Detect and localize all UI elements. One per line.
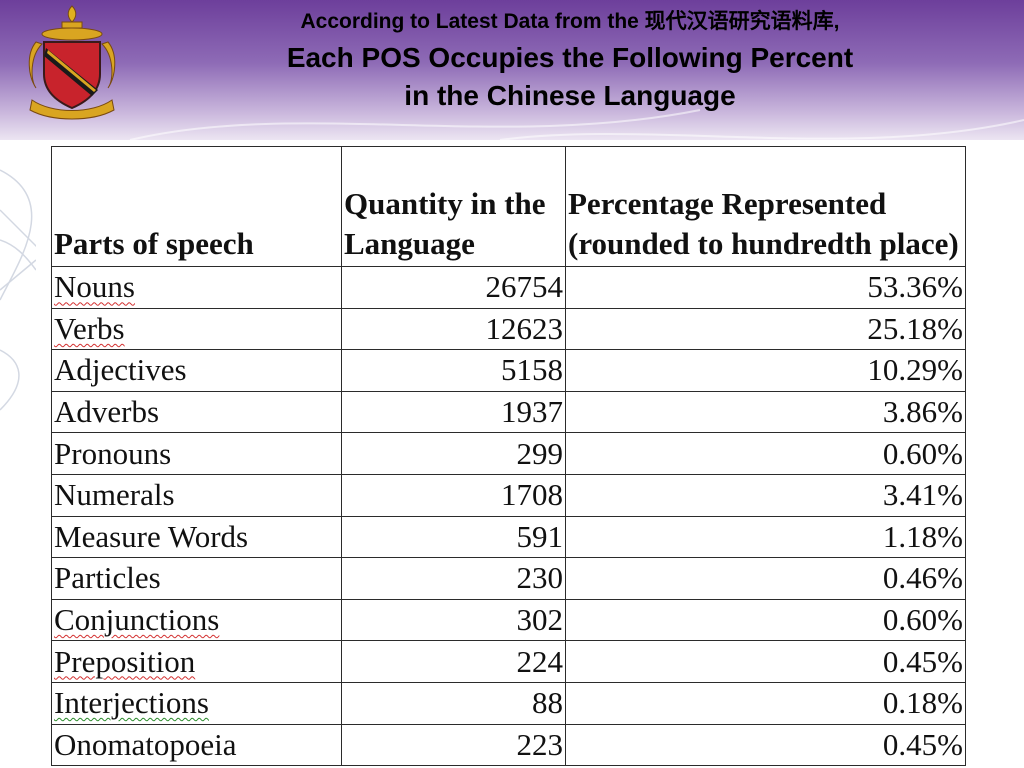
pos-name: Conjunctions xyxy=(54,602,220,638)
pos-name: Measure Words xyxy=(54,518,249,554)
crest-logo xyxy=(22,4,122,124)
quantity-cell: 299 xyxy=(341,432,566,475)
pos-name: Pronouns xyxy=(54,435,172,471)
pos-cell: Conjunctions xyxy=(51,598,342,642)
pos-name: Numerals xyxy=(54,477,175,513)
percent-cell: 0.46% xyxy=(565,557,966,600)
pos-name: Preposition xyxy=(54,643,196,679)
quantity-cell: 591 xyxy=(341,515,566,559)
table-row: Particles 230 0.46% xyxy=(51,557,966,600)
quantity-cell: 1937 xyxy=(341,390,566,434)
table-row: Preposition 224 0.45% xyxy=(51,640,966,683)
table-container: Parts of speech Quantity in the Language… xyxy=(36,146,993,768)
table-row: Conjunctions 302 0.60% xyxy=(51,598,966,642)
pos-cell: Pronouns xyxy=(51,432,342,475)
pos-cell: Verbs xyxy=(51,307,342,351)
pos-cell: Preposition xyxy=(51,640,342,683)
table-row: Onomatopoeia 223 0.45% xyxy=(51,723,966,767)
quantity-cell: 230 xyxy=(341,557,566,600)
table-row: Measure Words 591 1.18% xyxy=(51,515,966,559)
title-line-1: According to Latest Data from the 现代汉语研究… xyxy=(300,10,840,33)
quantity-cell: 26754 xyxy=(341,266,566,309)
percent-cell: 10.29% xyxy=(565,349,966,392)
pos-name: Particles xyxy=(54,560,161,596)
header-percentage: Percentage Represented (rounded to hundr… xyxy=(565,146,966,267)
title-line-2: Each POS Occupies the Following Percent xyxy=(286,42,854,73)
quantity-cell: 12623 xyxy=(341,307,566,351)
quantity-cell: 1708 xyxy=(341,473,566,517)
table-row: Nouns 26754 53.36% xyxy=(51,266,966,309)
pos-name: Adjectives xyxy=(54,352,187,388)
percent-cell: 3.86% xyxy=(565,390,966,434)
pos-name: Nouns xyxy=(54,269,135,305)
table-row: Pronouns 299 0.60% xyxy=(51,432,966,475)
pos-name: Onomatopoeia xyxy=(54,726,237,762)
percent-cell: 0.60% xyxy=(565,598,966,642)
table-row: Adjectives 5158 10.29% xyxy=(51,349,966,392)
pos-cell: Numerals xyxy=(51,473,342,517)
percent-cell: 25.18% xyxy=(565,307,966,351)
quantity-cell: 5158 xyxy=(341,349,566,392)
table-row: Numerals 1708 3.41% xyxy=(51,473,966,517)
pos-cell: Nouns xyxy=(51,266,342,309)
percent-cell: 3.41% xyxy=(565,473,966,517)
percent-cell: 1.18% xyxy=(565,515,966,559)
table-header-row: Parts of speech Quantity in the Language… xyxy=(51,146,966,267)
pos-cell: Onomatopoeia xyxy=(51,723,342,767)
percent-cell: 0.60% xyxy=(565,432,966,475)
percent-cell: 0.18% xyxy=(565,681,966,725)
pos-table: Parts of speech Quantity in the Language… xyxy=(51,146,966,767)
quantity-cell: 88 xyxy=(341,681,566,725)
pos-cell: Measure Words xyxy=(51,515,342,559)
header-parts-of-speech: Parts of speech xyxy=(51,146,342,267)
pos-cell: Adverbs xyxy=(51,390,342,434)
quantity-cell: 302 xyxy=(341,598,566,642)
table-row: Interjections 88 0.18% xyxy=(51,681,966,725)
pos-cell: Interjections xyxy=(51,681,342,725)
percent-cell: 0.45% xyxy=(565,723,966,767)
quantity-cell: 223 xyxy=(341,723,566,767)
pos-name: Adverbs xyxy=(54,394,160,430)
percent-cell: 53.36% xyxy=(565,266,966,309)
pos-name: Interjections xyxy=(54,685,209,721)
pos-name: Verbs xyxy=(54,310,125,346)
header-quantity: Quantity in the Language xyxy=(341,146,566,267)
slide-title: According to Latest Data from the 现代汉语研究… xyxy=(140,6,1000,114)
title-line-3: in the Chinese Language xyxy=(404,80,736,111)
pos-cell: Particles xyxy=(51,557,342,600)
percent-cell: 0.45% xyxy=(565,640,966,683)
table-row: Adverbs 1937 3.86% xyxy=(51,390,966,434)
table-row: Verbs 12623 25.18% xyxy=(51,307,966,351)
crest-icon xyxy=(28,5,116,120)
quantity-cell: 224 xyxy=(341,640,566,683)
pos-cell: Adjectives xyxy=(51,349,342,392)
